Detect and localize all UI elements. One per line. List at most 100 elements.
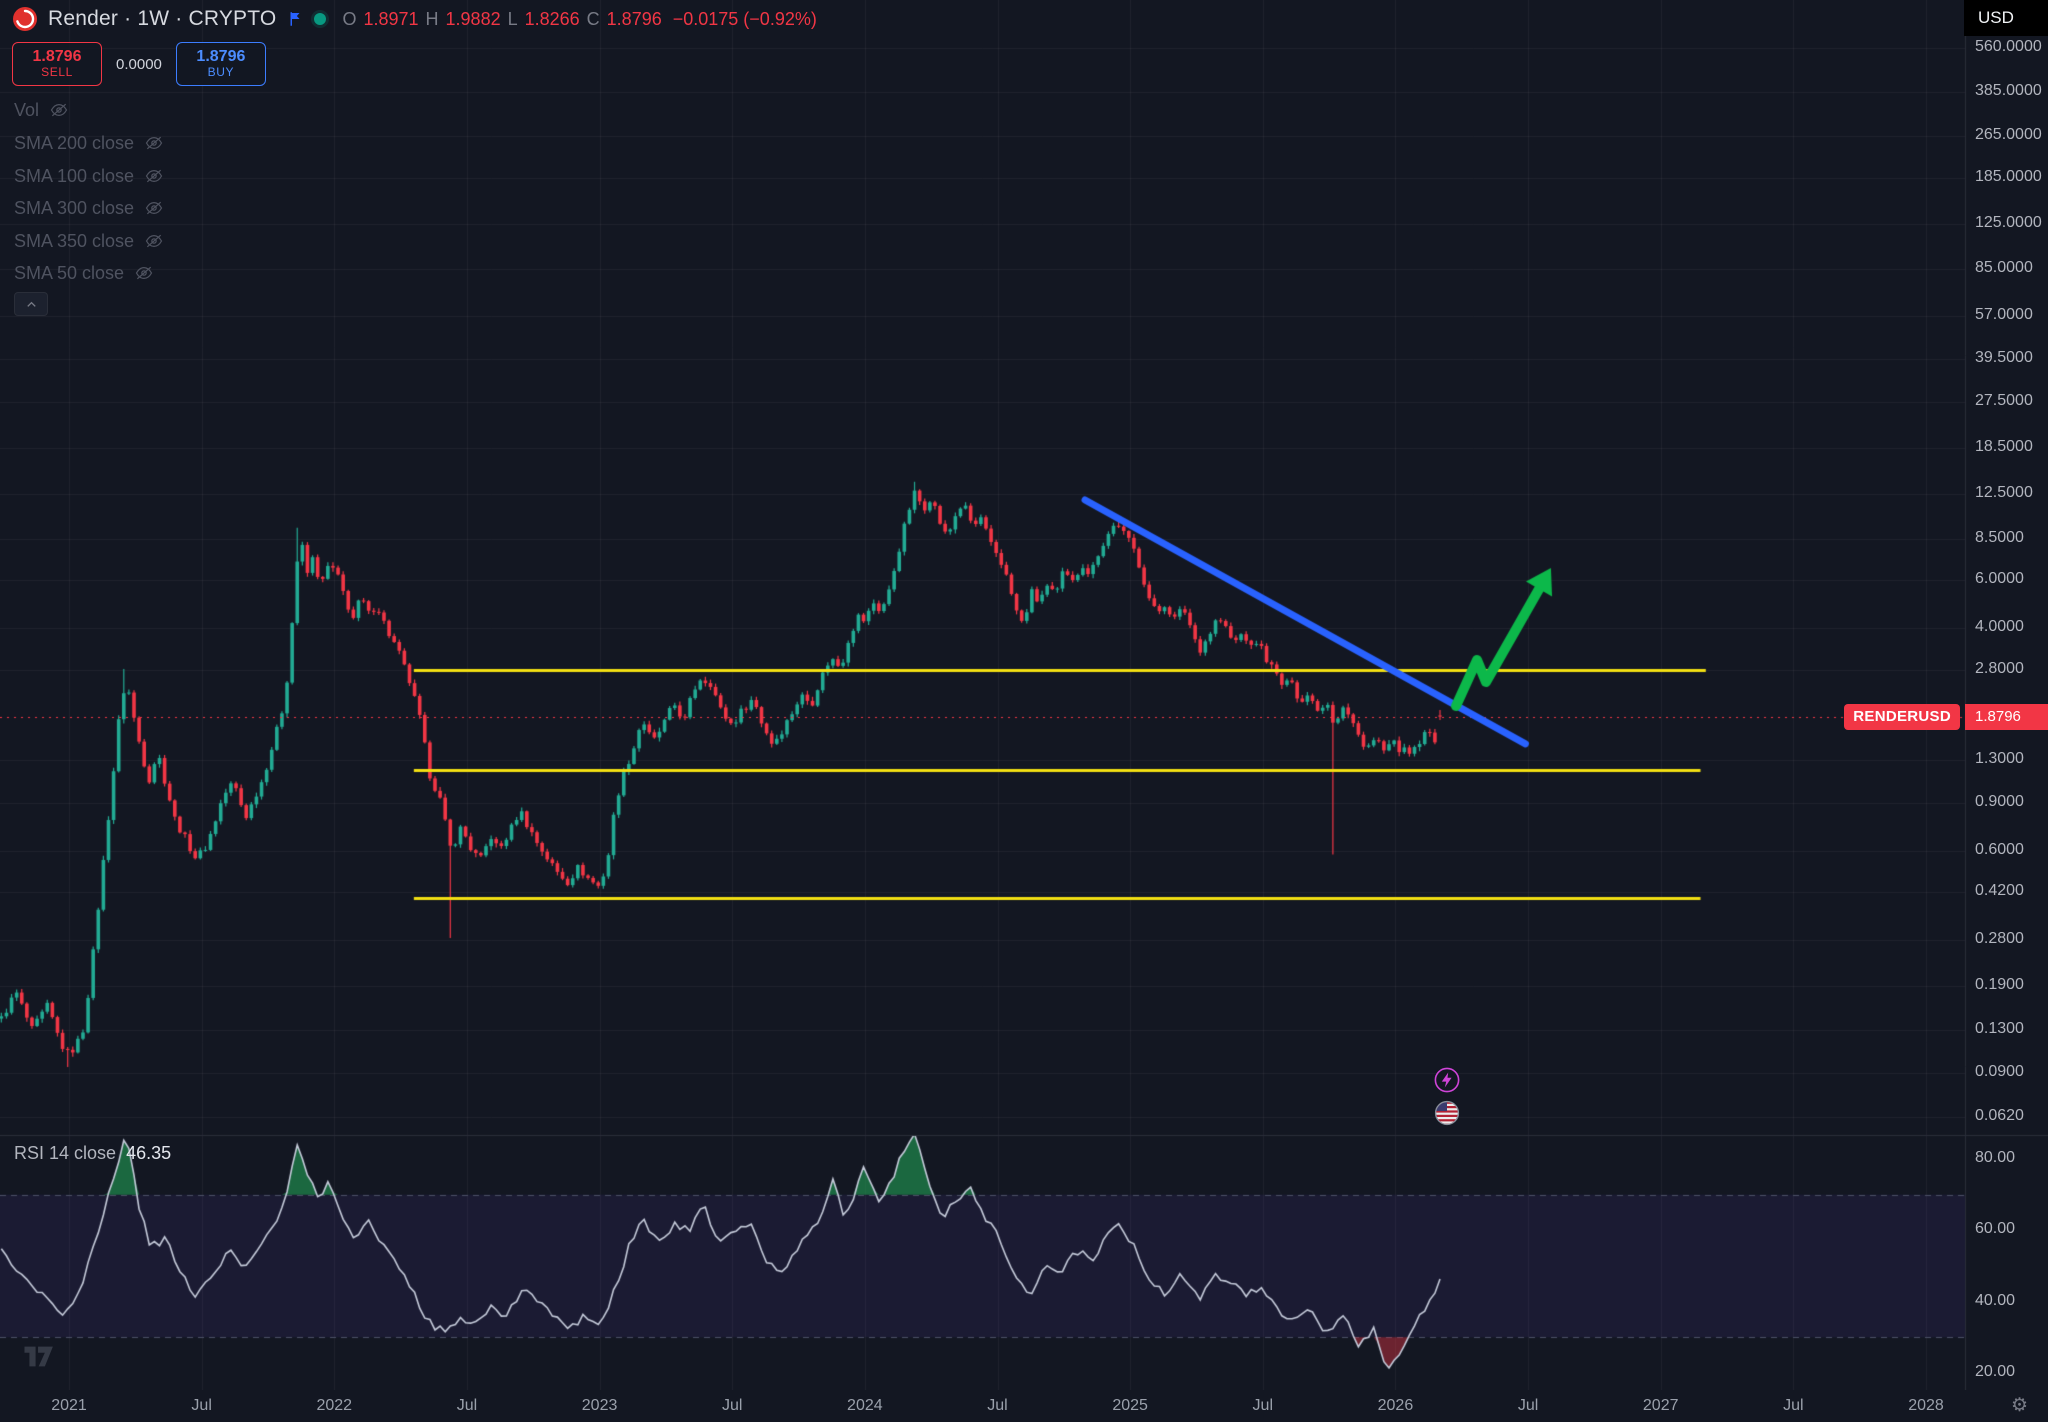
- visibility-off-icon[interactable]: [49, 100, 69, 120]
- rsi-value: 46.35: [126, 1143, 172, 1163]
- price-tick-label: 185.0000: [1975, 167, 2042, 185]
- time-tick-label: Jul: [987, 1397, 1008, 1414]
- time-tick-label: 2022: [316, 1397, 353, 1414]
- rsi-legend[interactable]: RSI 14 close 46.35: [14, 1143, 171, 1164]
- buy-price: 1.8796: [196, 47, 246, 65]
- close-label: C: [586, 8, 600, 29]
- visibility-off-icon[interactable]: [144, 231, 164, 251]
- price-tick-label: 560.0000: [1975, 38, 2042, 55]
- price-tick-label: 18.5000: [1975, 438, 2033, 456]
- indicator-label: SMA 100 close: [14, 165, 135, 186]
- low-value: 1.8266: [524, 8, 580, 29]
- tradingview-logo[interactable]: [22, 1344, 64, 1374]
- legend-item-sma50[interactable]: SMA 50 close: [14, 259, 154, 287]
- legend-item-sma350[interactable]: SMA 350 close: [14, 227, 164, 255]
- price-tick-label: 2.8000: [1975, 659, 2024, 677]
- rsi-tick-label: 40.00: [1975, 1291, 2016, 1309]
- low-label: L: [507, 8, 518, 29]
- currency-toggle-button[interactable]: USD: [1964, 0, 2048, 36]
- price-tick-label: 0.1900: [1975, 975, 2024, 993]
- indicator-label: SMA 350 close: [14, 230, 135, 251]
- price-tick-label: 0.1300: [1975, 1020, 2024, 1038]
- price-tick-label: 125.0000: [1975, 213, 2042, 231]
- price-tick-label: 0.2800: [1975, 930, 2024, 948]
- time-tick-label: 2023: [581, 1397, 618, 1414]
- trade-panel: 1.8796 SELL 0.0000 1.8796 BUY: [12, 42, 266, 86]
- legend-item-volume[interactable]: Vol: [14, 96, 69, 124]
- buy-label: BUY: [207, 65, 235, 80]
- change-value: −0.0175 (−0.92%): [672, 8, 817, 29]
- price-tick-label: 1.3000: [1975, 749, 2024, 767]
- market-status-icon: [314, 13, 327, 25]
- indicator-label: SMA 200 close: [14, 132, 135, 153]
- price-tick-label: 0.9000: [1975, 793, 2024, 811]
- price-tick-label: 265.0000: [1975, 125, 2042, 143]
- current-price-axis-tag: 1.8796: [1965, 703, 2048, 730]
- visibility-off-icon[interactable]: [144, 166, 164, 186]
- sell-label: SELL: [41, 65, 73, 80]
- indicator-label: Vol: [14, 99, 40, 120]
- price-tick-label: 4.0000: [1975, 617, 2024, 635]
- time-tick-label: 2027: [1642, 1397, 1679, 1414]
- indicator-label: SMA 300 close: [14, 197, 135, 218]
- render-logo-icon: [12, 6, 38, 32]
- us-flag-event-icon[interactable]: [1434, 1100, 1460, 1126]
- symbol-legend-row[interactable]: Render · 1W · CRYPTO O 1.8971 H 1.9882 L 1.…: [12, 6, 817, 32]
- price-axis[interactable]: 560.0000 385.0000 265.0000 185.0000 125.0000…: [1965, 0, 2048, 1390]
- price-tick-label: 27.5000: [1975, 391, 2033, 409]
- visibility-off-icon[interactable]: [144, 198, 164, 218]
- price-tick-label: 385.0000: [1975, 81, 2042, 99]
- flash-event-icon[interactable]: [1434, 1067, 1460, 1093]
- price-tick-label: 0.0620: [1975, 1107, 2024, 1124]
- time-tick-label: Jul: [456, 1397, 478, 1414]
- sell-button[interactable]: 1.8796 SELL: [12, 42, 102, 86]
- chevron-up-icon: [26, 301, 36, 307]
- price-tick-label: 12.5000: [1975, 484, 2033, 502]
- gear-icon[interactable]: ⚙: [2010, 1395, 2028, 1416]
- price-tick-label: 6.0000: [1975, 570, 2024, 588]
- rsi-tick-label: 20.00: [1975, 1363, 2016, 1380]
- sell-price: 1.8796: [32, 47, 82, 65]
- rsi-tick-label: 80.00: [1975, 1149, 2016, 1166]
- time-tick-label: Jul: [1783, 1397, 1804, 1414]
- rsi-tick-label: 60.00: [1975, 1220, 2016, 1238]
- buy-button[interactable]: 1.8796 BUY: [175, 42, 266, 86]
- price-tick-label: 8.5000: [1975, 529, 2024, 547]
- legend-item-sma100[interactable]: SMA 100 close: [14, 162, 164, 190]
- rsi-label: RSI 14 close: [14, 1143, 117, 1163]
- time-tick-label: 2021: [51, 1397, 87, 1414]
- open-value: 1.8971: [363, 8, 419, 29]
- price-tick-label: 57.0000: [1975, 306, 2033, 324]
- visibility-off-icon[interactable]: [134, 263, 154, 283]
- spread-value: 0.0000: [116, 55, 162, 73]
- legend-item-sma300[interactable]: SMA 300 close: [14, 194, 164, 222]
- time-tick-label: Jul: [1517, 1397, 1539, 1414]
- time-tick-label: Jul: [1252, 1397, 1274, 1414]
- time-tick-label: 2028: [1908, 1397, 1944, 1414]
- price-tick-label: 0.0900: [1975, 1063, 2024, 1081]
- time-tick-label: Jul: [721, 1397, 743, 1414]
- ohlc-readout: O 1.8971 H 1.9882 L 1.8266 C 1.8796 −0.0175 …: [342, 9, 816, 30]
- indicator-label: SMA 50 close: [14, 262, 125, 283]
- time-tick-label: Jul: [191, 1397, 212, 1414]
- collapse-legend-button[interactable]: [14, 292, 48, 316]
- price-tick-label: 85.0000: [1975, 259, 2033, 277]
- visibility-off-icon[interactable]: [144, 133, 164, 153]
- time-tick-label: 2026: [1377, 1397, 1414, 1414]
- symbol-title[interactable]: Render · 1W · CRYPTO: [48, 7, 277, 30]
- flag-icon[interactable]: [286, 10, 304, 28]
- close-value: 1.8796: [606, 8, 662, 29]
- time-tick-label: 2024: [847, 1397, 883, 1414]
- time-tick-label: 2025: [1112, 1397, 1148, 1414]
- open-label: O: [342, 8, 357, 29]
- price-tick-label: 39.5000: [1975, 349, 2033, 367]
- high-label: H: [425, 8, 439, 29]
- legend-item-sma200[interactable]: SMA 200 close: [14, 129, 164, 157]
- symbol-price-tag: RENDERUSD: [1844, 703, 1960, 730]
- price-tick-label: 0.4200: [1975, 882, 2024, 900]
- high-value: 1.9882: [445, 8, 501, 29]
- price-tick-label: 0.6000: [1975, 840, 2024, 858]
- time-axis[interactable]: ⚙ 2021 Jul 2022 Jul 2023 Jul 2024 Jul 2025 Jul 202…: [0, 1390, 2048, 1422]
